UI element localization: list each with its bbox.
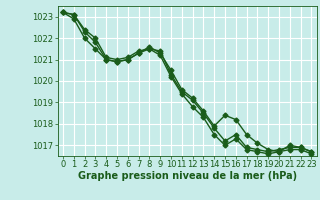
X-axis label: Graphe pression niveau de la mer (hPa): Graphe pression niveau de la mer (hPa) [78,171,297,181]
